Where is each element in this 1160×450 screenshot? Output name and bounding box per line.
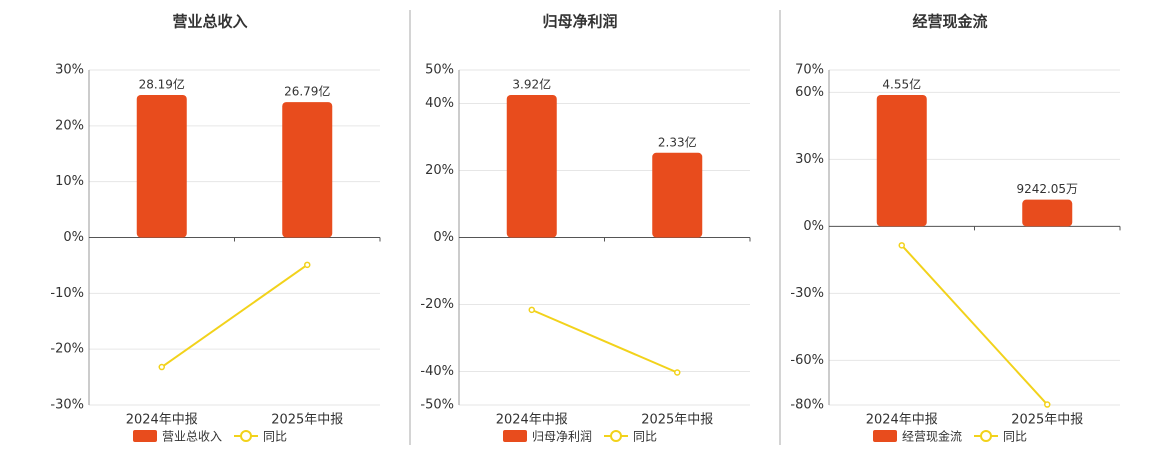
y-tick-label: -20% (420, 297, 454, 312)
x-tick-label: 2024年中报 (866, 413, 938, 428)
point (304, 261, 311, 269)
y-tick-label: -60% (790, 353, 824, 368)
bar-value-label: 3.92亿 (512, 77, 551, 92)
legend-label: 同比 (263, 430, 287, 444)
legend-swatch (133, 430, 157, 442)
legend-swatch (503, 430, 527, 442)
y-tick-label: 70% (795, 63, 824, 78)
y-tick-label: -40% (420, 364, 454, 379)
bar-value-label: 4.55亿 (882, 77, 921, 92)
x-tick-label: 2025年中报 (271, 413, 343, 428)
y-tick-label: 50% (425, 63, 454, 78)
line (901, 244, 1048, 406)
x-tick-label: 2025年中报 (1011, 413, 1083, 428)
y-tick-label: 10% (55, 174, 84, 189)
point (898, 242, 905, 249)
legend-label: 同比 (633, 430, 657, 444)
y-tick-label: -50% (420, 398, 454, 413)
chart-title: 归母净利润 (542, 13, 617, 31)
bar-value-label: 2.33亿 (658, 134, 697, 149)
point (1044, 401, 1051, 408)
legend-marker (610, 430, 622, 442)
y-tick-label: 40% (425, 96, 454, 111)
y-tick-label: 60% (795, 85, 824, 100)
y-tick-label: 30% (55, 63, 84, 78)
legend-label: 经营现金流 (902, 429, 962, 444)
legend-label: 营业总收入 (162, 430, 222, 444)
legend-swatch (873, 430, 897, 442)
y-tick-label: 30% (795, 152, 824, 167)
x-tick-label: 2025年中报 (641, 413, 713, 428)
bar-value-label: 28.19亿 (139, 77, 185, 92)
line (161, 264, 308, 368)
bar (652, 152, 703, 238)
y-tick-label: -30% (790, 286, 824, 301)
bar (506, 95, 557, 238)
bar (136, 95, 187, 238)
point (528, 306, 535, 314)
point (674, 369, 681, 376)
bar (1022, 199, 1073, 227)
line (531, 308, 678, 374)
bar-value-label: 26.79亿 (284, 84, 330, 99)
legend-marker (240, 430, 252, 442)
y-tick-label: 0% (433, 230, 454, 245)
legend-marker (980, 430, 992, 442)
y-tick-label: 0% (63, 230, 84, 245)
point (158, 363, 165, 371)
y-tick-label: 20% (55, 118, 84, 133)
legend-label: 同比 (1003, 430, 1027, 444)
y-tick-label: 0% (803, 219, 824, 234)
bar (876, 95, 927, 227)
y-tick-label: -80% (790, 398, 824, 413)
chart-title: 经营现金流 (912, 13, 987, 31)
x-tick-label: 2024年中报 (126, 413, 198, 428)
y-tick-label: -10% (50, 286, 84, 301)
bar (282, 102, 333, 238)
chart-title: 营业总收入 (172, 13, 247, 31)
legend-label: 归母净利润 (532, 430, 592, 444)
bar-value-label: 9242.05万 (1016, 182, 1078, 196)
y-tick-label: 20% (425, 163, 454, 178)
y-tick-label: -30% (50, 398, 84, 413)
y-tick-label: -20% (50, 342, 84, 357)
x-tick-label: 2024年中报 (496, 413, 568, 428)
